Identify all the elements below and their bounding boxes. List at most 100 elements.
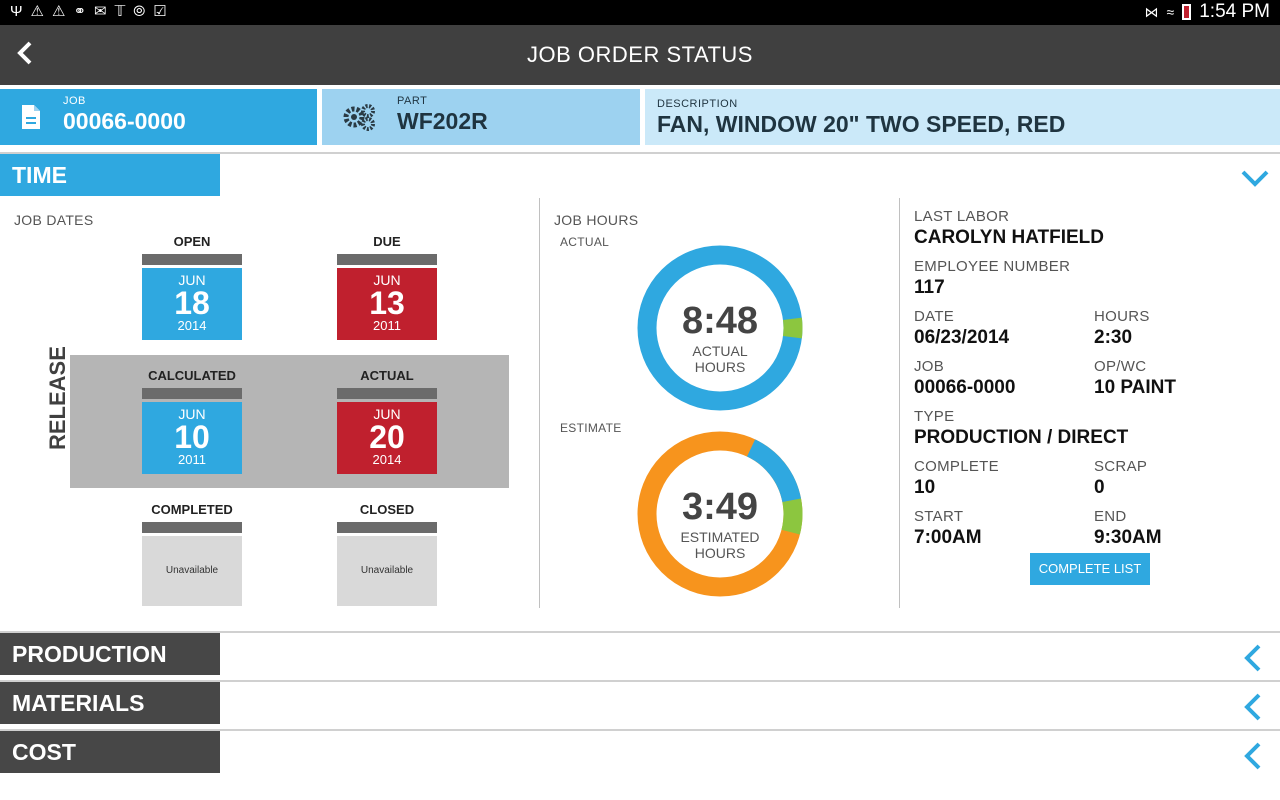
date-caption: COMPLETED [151, 502, 233, 517]
news-icon: 𝕋 [114, 3, 126, 20]
mail-icon: ✉ [94, 3, 107, 20]
date-caption: CALCULATED [148, 368, 236, 383]
warning-icon: ⚠ [30, 3, 44, 20]
section-tab-materials[interactable]: MATERIALS [0, 682, 220, 724]
document-icon [22, 105, 40, 129]
actual-hours-sub2: HOURS [694, 359, 746, 375]
date-completed: COMPLETED Unavailable [142, 502, 242, 606]
back-arrow-icon [17, 41, 32, 65]
wifi-icon: ≈ [1166, 4, 1175, 20]
end-label: END [1094, 508, 1127, 525]
date-caption: CLOSED [359, 502, 415, 517]
back-button[interactable] [8, 35, 48, 75]
description-label: DESCRIPTION [657, 98, 738, 110]
job-label: JOB [63, 95, 86, 107]
chevron-left-icon[interactable] [1238, 692, 1268, 722]
job-hours-heading: JOB HOURS [554, 212, 639, 228]
date-open: OPEN JUN 18 2014 [142, 234, 242, 340]
clock: 1:54 PM [1199, 1, 1270, 22]
hours-label: HOURS [1094, 308, 1150, 325]
date-calculated: CALCULATED JUN 10 2011 [142, 368, 242, 474]
chevron-down-icon[interactable] [1240, 163, 1270, 193]
app-bar: JOB ORDER STATUS [0, 25, 1280, 85]
scrap-label: SCRAP [1094, 458, 1148, 475]
employee-number-value: 117 [914, 277, 945, 298]
opwc-value: 10 PAINT [1094, 377, 1177, 398]
actual-hours-center: 8:48 ACTUAL HOURS [636, 300, 804, 375]
status-bar: Ψ ⚠ ⚠ ⚭ ✉ 𝕋 ⦾ ☑ ⋈ ≈ 1:54 PM [0, 0, 1280, 25]
part-tile: PART WF202R [322, 89, 640, 145]
job-tile: JOB 00066-0000 [0, 89, 317, 145]
divider [0, 729, 1280, 731]
job-label: JOB [914, 358, 945, 375]
start-value: 7:00AM [914, 527, 982, 548]
estimate-overrun-arc [637, 431, 803, 597]
actual-overrun-arc [637, 245, 803, 411]
actual-hours-sub1: ACTUAL [692, 343, 748, 359]
compass-icon: ⦾ [133, 3, 146, 20]
column-divider [899, 198, 900, 608]
release-panel [70, 355, 509, 488]
section-tab-cost[interactable]: COST [0, 731, 220, 773]
section-tab-production[interactable]: PRODUCTION [0, 633, 220, 675]
date-value: 06/23/2014 [914, 327, 1010, 348]
estimate-hours-label: ESTIMATE [560, 421, 622, 435]
actual-hours-value: 8:48 [681, 300, 759, 342]
chevron-left-icon[interactable] [1238, 741, 1268, 771]
release-label: RELEASE [45, 346, 70, 450]
date-caption: OPEN [173, 234, 211, 249]
date-caption: ACTUAL [360, 368, 414, 383]
date-label: DATE [914, 308, 955, 325]
last-labor-heading: LAST LABOR [914, 208, 1010, 225]
section-tab-time[interactable]: TIME [0, 154, 220, 196]
hours-value: 2:30 [1094, 327, 1133, 348]
type-value: PRODUCTION / DIRECT [914, 427, 1129, 448]
usb-icon: Ψ [10, 3, 23, 20]
estimated-hours-donut [637, 431, 803, 597]
job-dates-heading: JOB DATES [14, 212, 94, 228]
part-label: PART [397, 95, 428, 107]
clipboard-icon: ☑ [153, 3, 167, 20]
mute-icon: ⋈ [1144, 3, 1159, 20]
date-year: 2011 [373, 318, 401, 333]
estimate-actual-arc [637, 431, 803, 597]
date-year: 2011 [178, 452, 206, 467]
complete-list-button[interactable]: COMPLETE LIST [1030, 553, 1150, 585]
date-closed: CLOSED Unavailable [337, 502, 437, 606]
date-due: DUE JUN 13 2011 [337, 234, 437, 340]
date-day: 10 [174, 419, 210, 455]
employee-number-label: EMPLOYEE NUMBER [914, 258, 1071, 275]
battery-icon [1182, 4, 1192, 20]
warning-icon: ⚠ [52, 3, 66, 20]
job-value: 00066-0000 [63, 108, 186, 134]
date-day: 20 [369, 419, 405, 455]
divider [0, 152, 1280, 154]
divider [0, 680, 1280, 682]
key-icon: ⚭ [73, 3, 87, 20]
part-value: WF202R [397, 108, 488, 134]
start-label: START [914, 508, 964, 525]
estimated-hours-sub2: HOURS [694, 545, 746, 561]
date-month: JUN [178, 406, 206, 422]
job-value: 00066-0000 [914, 377, 1016, 398]
type-label: TYPE [914, 408, 955, 425]
date-caption: DUE [373, 234, 401, 249]
date-year: 2014 [372, 452, 402, 467]
date-month: JUN [178, 272, 206, 288]
date-actual: ACTUAL JUN 20 2014 [337, 368, 437, 474]
chevron-left-icon[interactable] [1238, 643, 1268, 673]
date-month: JUN [373, 272, 401, 288]
date-year: 2014 [177, 318, 207, 333]
date-day: 13 [369, 285, 405, 321]
divider [0, 631, 1280, 633]
opwc-label: OP/WC [1094, 358, 1147, 375]
estimated-hours-value: 3:49 [681, 486, 759, 528]
unavailable-text: Unavailable [360, 565, 414, 576]
description-tile: DESCRIPTION FAN, WINDOW 20" TWO SPEED, R… [645, 89, 1280, 145]
complete-label: COMPLETE [914, 458, 999, 475]
scrap-value: 0 [1094, 477, 1105, 498]
description-value: FAN, WINDOW 20" TWO SPEED, RED [657, 111, 1066, 137]
unavailable-text: Unavailable [165, 565, 219, 576]
end-value: 9:30AM [1094, 527, 1162, 548]
gears-icon [343, 104, 375, 131]
